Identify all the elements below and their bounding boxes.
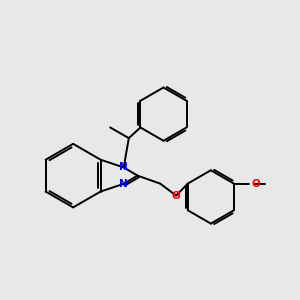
Text: O: O [252,178,260,189]
Text: O: O [172,190,181,201]
Text: N: N [119,162,128,172]
Text: N: N [119,179,128,189]
